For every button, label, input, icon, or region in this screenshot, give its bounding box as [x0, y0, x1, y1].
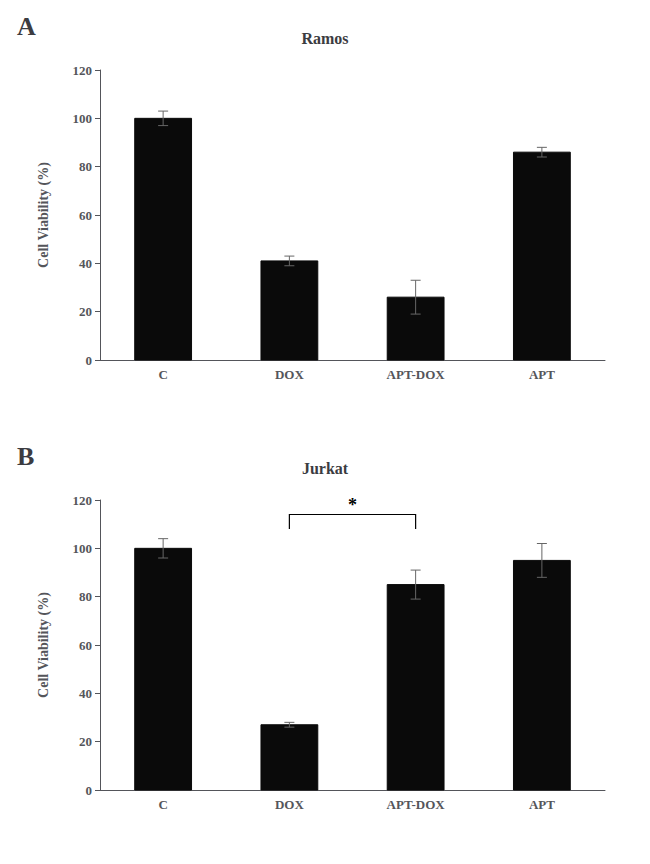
- svg-text:20: 20: [79, 734, 92, 749]
- svg-text:APT: APT: [529, 367, 555, 382]
- svg-text:DOX: DOX: [275, 367, 305, 382]
- svg-text:Cell Viability (%): Cell Viability (%): [36, 592, 52, 698]
- svg-text:20: 20: [79, 304, 92, 319]
- svg-text:APT: APT: [529, 797, 555, 812]
- svg-text:60: 60: [79, 638, 92, 653]
- svg-text:Jurkat: Jurkat: [302, 460, 349, 477]
- svg-text:100: 100: [73, 541, 93, 556]
- svg-text:100: 100: [73, 111, 93, 126]
- svg-text:80: 80: [79, 159, 92, 174]
- svg-text:0: 0: [86, 353, 93, 368]
- svg-text:C: C: [158, 367, 167, 382]
- svg-text:120: 120: [73, 493, 93, 508]
- svg-text:80: 80: [79, 589, 92, 604]
- svg-text:B: B: [17, 442, 34, 471]
- svg-text:APT-DOX: APT-DOX: [387, 797, 446, 812]
- svg-text:60: 60: [79, 208, 92, 223]
- svg-text:C: C: [158, 797, 167, 812]
- svg-text:40: 40: [79, 256, 92, 271]
- svg-text:Cell Viability (%): Cell Viability (%): [36, 162, 52, 268]
- svg-text:APT-DOX: APT-DOX: [387, 367, 446, 382]
- svg-text:DOX: DOX: [275, 797, 305, 812]
- svg-text:40: 40: [79, 686, 92, 701]
- svg-text:0: 0: [86, 783, 93, 798]
- svg-text:*: *: [348, 495, 357, 515]
- svg-text:120: 120: [73, 63, 93, 78]
- svg-text:A: A: [17, 12, 36, 41]
- svg-text:Ramos: Ramos: [301, 30, 348, 47]
